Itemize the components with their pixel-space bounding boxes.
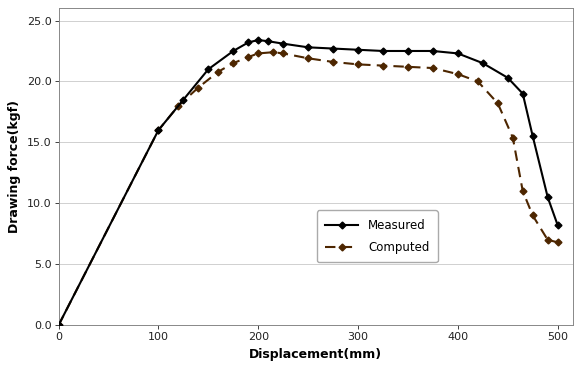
- Measured: [554, 223, 561, 227]
- Measured: [155, 128, 162, 132]
- Line: Computed: Computed: [56, 50, 560, 328]
- Computed: [245, 55, 252, 59]
- Computed: [195, 85, 202, 90]
- Computed: [329, 60, 336, 64]
- Computed: [254, 51, 261, 56]
- Measured: [479, 61, 486, 65]
- Computed: [55, 323, 62, 327]
- Computed: [510, 135, 517, 140]
- Computed: [474, 79, 481, 84]
- Measured: [354, 48, 361, 52]
- Measured: [180, 97, 187, 102]
- Computed: [230, 61, 237, 65]
- Measured: [519, 92, 526, 96]
- Computed: [304, 56, 311, 61]
- Computed: [429, 66, 436, 70]
- Computed: [175, 104, 182, 108]
- Computed: [529, 213, 536, 218]
- Measured: [55, 323, 62, 327]
- Measured: [265, 39, 272, 44]
- Measured: [454, 51, 461, 56]
- Computed: [544, 238, 551, 242]
- Computed: [354, 62, 361, 66]
- Computed: [554, 240, 561, 245]
- Measured: [544, 195, 551, 199]
- X-axis label: Displacement(mm): Displacement(mm): [249, 348, 382, 361]
- Computed: [270, 50, 277, 54]
- Measured: [404, 49, 411, 53]
- Legend: Measured, Computed: Measured, Computed: [317, 210, 437, 262]
- Computed: [454, 72, 461, 76]
- Measured: [304, 45, 311, 49]
- Measured: [245, 40, 252, 45]
- Measured: [205, 67, 212, 72]
- Computed: [519, 189, 526, 193]
- Computed: [279, 51, 286, 56]
- Line: Measured: Measured: [56, 38, 560, 328]
- Computed: [379, 63, 386, 68]
- Measured: [429, 49, 436, 53]
- Measured: [230, 49, 237, 53]
- Measured: [254, 38, 261, 42]
- Measured: [504, 76, 511, 80]
- Computed: [155, 128, 162, 132]
- Measured: [379, 49, 386, 53]
- Computed: [404, 65, 411, 69]
- Computed: [494, 101, 501, 106]
- Y-axis label: Drawing force(kgf): Drawing force(kgf): [8, 100, 21, 233]
- Measured: [329, 46, 336, 51]
- Measured: [529, 134, 536, 138]
- Measured: [279, 41, 286, 46]
- Computed: [215, 69, 222, 74]
